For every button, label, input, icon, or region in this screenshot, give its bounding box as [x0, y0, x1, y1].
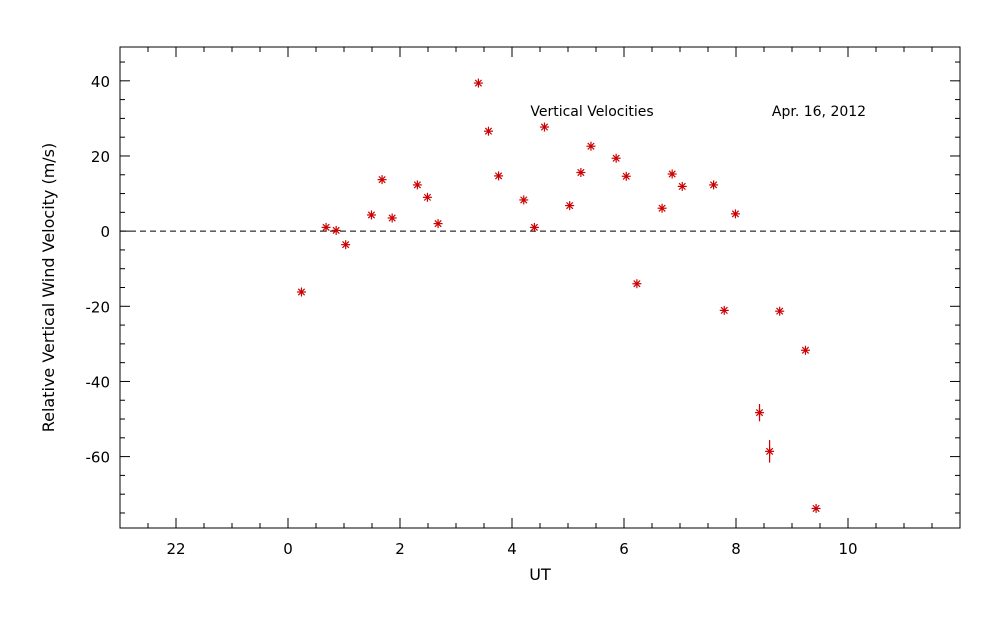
x-tick-label: 4 [507, 540, 517, 558]
data-point [565, 201, 575, 211]
data-point [321, 222, 331, 232]
plot-frame [119, 46, 961, 529]
data-point [529, 222, 539, 232]
y-tick-label: -20 [86, 298, 111, 316]
data-point [765, 440, 775, 463]
data-points [296, 78, 821, 513]
data-point [677, 181, 687, 191]
data-point [331, 225, 341, 235]
data-point [366, 210, 376, 220]
chart-title: Vertical Velocities [530, 104, 653, 120]
y-tick-labels: -60 -40 -20 0 20 40 [86, 73, 111, 467]
data-point [377, 175, 387, 185]
data-point [473, 78, 483, 88]
data-point [576, 168, 586, 178]
data-point [539, 122, 549, 132]
data-point [494, 171, 504, 181]
data-point [667, 169, 677, 179]
x-tick-labels: 22 0 2 4 6 8 10 [166, 540, 857, 558]
data-point [800, 345, 810, 355]
y-tick-label: -60 [86, 449, 111, 467]
y-axis-title: Relative Vertical Wind Velocity (m/s) [39, 143, 58, 433]
data-point [632, 279, 642, 289]
data-point [519, 195, 529, 205]
data-point [387, 213, 397, 223]
y-tick-label: 20 [91, 148, 110, 166]
data-point [621, 171, 631, 181]
y-tick-label: -40 [86, 373, 111, 391]
x-tick-label: 6 [619, 540, 629, 558]
data-point [657, 203, 667, 213]
data-point [412, 180, 422, 190]
data-point [341, 240, 351, 250]
y-tick-label: 40 [91, 73, 110, 91]
date-label: Apr. 16, 2012 [772, 104, 866, 120]
x-tick-label: 22 [166, 540, 185, 558]
data-point [586, 141, 596, 151]
data-point [296, 287, 306, 297]
x-tick-label: 2 [395, 540, 405, 558]
data-point [422, 192, 432, 202]
data-point [709, 180, 719, 190]
data-point [483, 126, 493, 136]
data-point [611, 153, 621, 163]
data-point [719, 305, 729, 315]
x-tick-label: 10 [838, 540, 857, 558]
data-point [811, 503, 821, 513]
data-point [433, 219, 443, 229]
data-point [755, 403, 765, 422]
data-point [730, 209, 740, 219]
x-axis-title: UT [529, 565, 551, 584]
x-tick-label: 8 [731, 540, 741, 558]
x-tick-label: 0 [283, 540, 293, 558]
y-tick-label: 0 [100, 223, 110, 241]
data-point [775, 306, 785, 316]
